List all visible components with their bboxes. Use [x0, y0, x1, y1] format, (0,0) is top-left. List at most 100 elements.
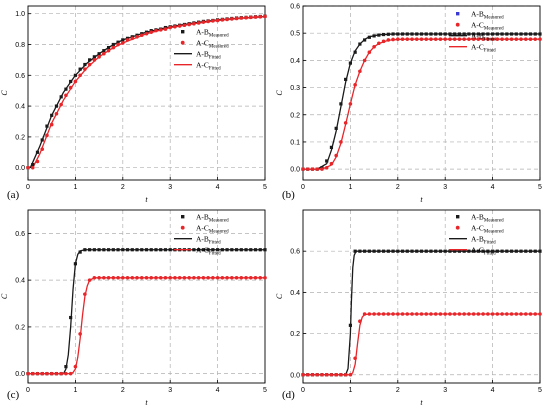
data-point-circle: [139, 33, 144, 38]
data-point-circle: [201, 275, 206, 280]
data-point-square: [495, 32, 499, 36]
data-point-square: [419, 32, 424, 36]
data-point-circle: [73, 79, 78, 84]
data-point-square: [135, 248, 139, 252]
data-point-circle: [495, 37, 500, 41]
data-point-circle: [125, 275, 130, 280]
y-tick-label: 0.1: [290, 139, 300, 146]
data-point-square: [78, 67, 82, 71]
legend-swatch-circle: [455, 22, 460, 27]
data-point-circle: [505, 312, 509, 316]
data-point-square: [239, 248, 243, 252]
data-point-square: [533, 32, 537, 36]
data-point-circle: [523, 312, 528, 316]
data-point-circle: [182, 275, 187, 280]
data-point-circle: [163, 275, 168, 280]
data-point-square: [533, 249, 537, 253]
y-tick-label: 0.4: [15, 104, 25, 111]
data-point-circle: [358, 319, 362, 324]
x-tick-label: 5: [538, 184, 542, 191]
data-point-square: [429, 32, 433, 36]
data-point-circle: [234, 16, 239, 21]
data-point-square: [481, 249, 485, 253]
data-point-circle: [320, 372, 324, 377]
data-point-circle: [26, 371, 30, 376]
y-tick-label: 0.2: [15, 134, 25, 141]
data-point-circle: [334, 153, 338, 158]
data-point-circle: [419, 37, 424, 41]
data-point-circle: [87, 278, 92, 282]
data-point-square: [519, 32, 523, 36]
data-point-circle: [490, 37, 495, 41]
data-point-circle: [424, 312, 429, 316]
data-point-circle: [54, 111, 59, 116]
data-point-circle: [220, 275, 225, 280]
data-point-circle: [334, 372, 338, 377]
data-point-square: [476, 32, 480, 36]
data-point-circle: [187, 22, 191, 27]
legend-label: A-BMeasured: [196, 28, 229, 39]
data-point-circle: [211, 19, 215, 23]
data-point-circle: [438, 37, 443, 41]
data-point-circle: [443, 37, 448, 41]
data-point-circle: [111, 45, 116, 50]
data-point-square: [363, 38, 367, 42]
data-point-square: [381, 249, 386, 253]
data-point-square: [500, 32, 504, 36]
data-point-circle: [476, 37, 481, 41]
y-tick-label: 0.6: [290, 4, 300, 11]
data-point-circle: [116, 275, 120, 280]
data-point-circle: [106, 275, 111, 280]
data-point-circle: [234, 275, 239, 280]
data-point-circle: [49, 122, 54, 127]
data-point-circle: [201, 20, 206, 24]
data-point-square: [538, 249, 542, 253]
y-tick-label: 0.6: [15, 231, 25, 238]
data-point-circle: [528, 312, 533, 316]
series-line: [32, 16, 266, 168]
data-point-circle: [163, 27, 168, 31]
data-point-circle: [391, 312, 395, 316]
data-point-circle: [45, 133, 49, 138]
data-point-circle: [367, 312, 372, 316]
data-point-circle: [348, 102, 353, 106]
legend-label: A-BMeasured: [471, 10, 504, 21]
y-axis-label: C: [275, 293, 284, 299]
data-point-circle: [358, 69, 362, 74]
data-point-circle: [533, 312, 538, 316]
legend-label: A-BFitted: [471, 235, 496, 246]
data-point-circle: [486, 37, 490, 41]
data-point-square: [424, 249, 428, 253]
data-point-square: [372, 34, 376, 38]
data-point-circle: [410, 312, 414, 316]
data-point-square: [377, 249, 381, 253]
series-line: [303, 38, 540, 170]
data-point-circle: [253, 275, 258, 280]
data-point-circle: [433, 312, 438, 316]
data-point-square: [31, 163, 35, 167]
data-point-circle: [215, 275, 220, 280]
data-point-square: [230, 248, 234, 252]
data-point-circle: [419, 312, 424, 316]
data-point-circle: [538, 37, 542, 41]
data-point-circle: [92, 275, 97, 280]
data-point-circle: [68, 85, 73, 90]
data-point-circle: [97, 55, 101, 59]
data-point-circle: [230, 275, 234, 280]
data-point-circle: [386, 312, 391, 316]
data-point-circle: [324, 372, 329, 377]
data-point-square: [528, 32, 533, 36]
data-point-square: [386, 249, 390, 253]
y-tick-label: 0.0: [15, 165, 25, 172]
data-point-circle: [92, 58, 97, 62]
data-point-square: [400, 32, 405, 36]
x-tick-label: 1: [73, 184, 77, 191]
data-point-circle: [154, 28, 158, 33]
data-point-square: [367, 249, 371, 253]
legend-label: A-BFitted: [471, 32, 496, 43]
data-point-square: [140, 248, 144, 252]
legend-swatch-square: [456, 215, 460, 219]
data-point-circle: [35, 371, 40, 376]
